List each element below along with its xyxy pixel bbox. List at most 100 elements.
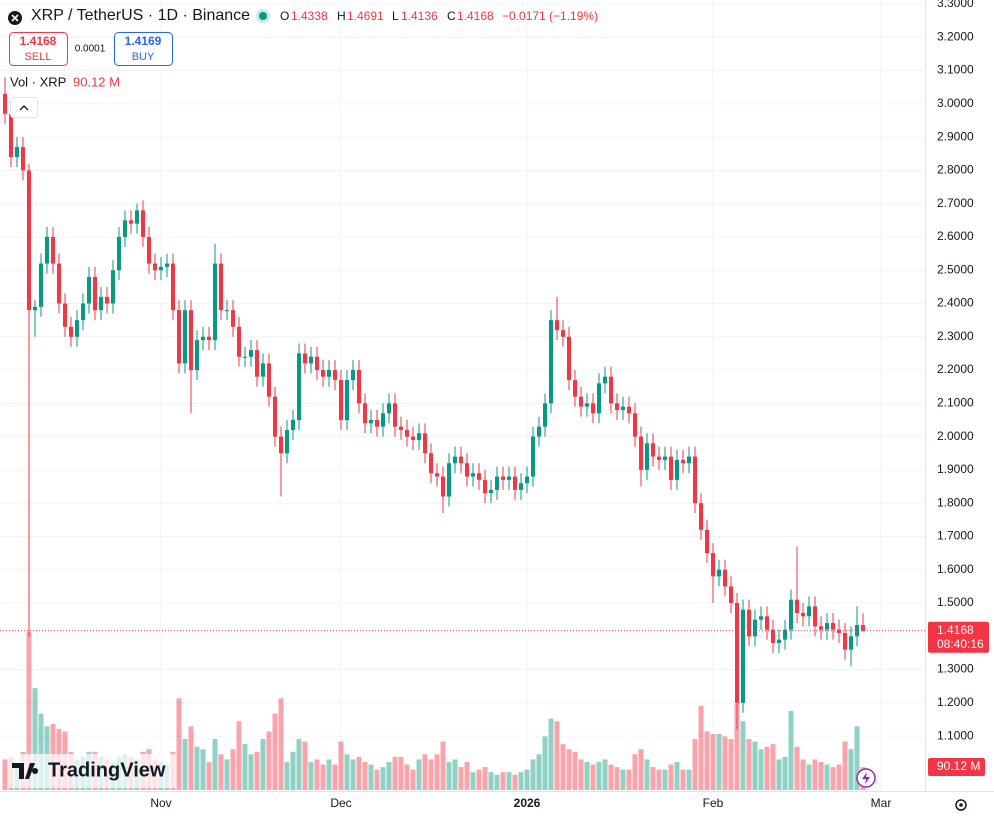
x-tick-label: 2026 [514,796,541,810]
candle-body [38,263,43,307]
candle-body [314,356,319,371]
y-tick-label: 1.5000 [937,595,974,609]
volume-bar [464,761,470,790]
candle-body [98,296,103,311]
volume-bar [524,769,530,790]
volume-bar [278,698,284,790]
candle-body [501,476,506,480]
change: −0.0171 (−1.19%) [502,9,598,23]
candle-body [398,426,403,430]
ohlc-label: C [447,9,456,23]
volume-bar [188,726,194,790]
volume-bar [704,731,710,790]
volume-bar [314,759,320,790]
volume-bar [548,718,554,790]
volume-bar [668,764,674,790]
candle-body [86,276,91,304]
volume-bar [218,754,224,790]
candle-body [320,370,325,377]
candle-body [555,320,560,331]
y-tick-label: 1.2000 [937,695,974,709]
candle-body [687,456,692,464]
candle-body [789,599,794,630]
volume-bar [302,741,308,790]
candle-body [344,380,349,420]
volume-bar [518,772,524,790]
volume-title: Vol · XRP [10,74,66,89]
candle-body [194,340,199,371]
candle-body [206,336,211,341]
volume-bar [830,767,836,790]
candle-body [705,529,710,554]
candle-body [813,606,818,627]
candle-body [116,236,121,271]
candle-body [254,350,259,377]
volume-bar [458,767,464,790]
volume-bar [482,767,488,790]
candle-body [2,93,7,114]
candle-body [825,622,830,630]
volume-bar [368,764,374,790]
volume-bar [326,759,332,790]
y-tick-label: 2.8000 [937,163,974,177]
volume-bar [656,769,662,790]
candle-body [242,356,247,358]
candle-body [477,473,482,480]
candle-body [693,456,698,504]
volume-bar [440,741,446,790]
candle-body [230,310,235,327]
volume-bar [698,705,704,790]
volume-bar [680,769,686,790]
candle-body [663,456,668,460]
volume-bar [182,739,188,790]
settings-button[interactable] [955,799,967,811]
candle-body [362,403,367,424]
candle-body [519,483,524,490]
sell-button[interactable] [9,32,68,66]
buy-button[interactable] [114,32,173,66]
candle-body [651,443,656,457]
candle-body [212,263,217,341]
candle-body [819,626,824,630]
candle-body [74,320,79,337]
candle-body [236,326,241,357]
candle-body [771,629,776,643]
candle-body [741,609,746,703]
volume-bar [200,749,206,790]
candle-body [50,236,55,264]
volume-bar [812,759,818,790]
candle-body [657,456,662,460]
volume-bar [692,739,698,790]
candle-body [699,503,704,530]
candle-body [537,426,542,437]
candle-body [14,147,19,158]
volume-bar [542,736,548,790]
volume-bar [206,761,212,790]
volume-bar [794,746,800,790]
volume-bar [2,759,8,790]
candle-body [777,639,782,643]
volume-bar [296,739,302,790]
y-tick-label: 2.1000 [937,396,974,410]
candle-body [567,336,572,381]
volume-bar [770,744,776,790]
candle-body [182,310,187,364]
candle-body [260,363,265,377]
price-badge-value: 1.4168 [937,623,974,637]
candle-body [428,453,433,474]
candle-body [308,356,313,364]
y-tick-label: 2.2000 [937,362,974,376]
candle-body [711,553,716,577]
collapse-button[interactable] [10,97,38,118]
y-tick-label: 2.9000 [937,129,974,143]
volume-bar [614,767,620,790]
candle-body [302,353,307,364]
candle-body [386,403,391,414]
candle-body [278,436,283,454]
volume-bar [38,713,44,790]
y-tick-label: 2.6000 [937,229,974,243]
candle-body [759,616,764,620]
candle-body [615,403,620,410]
candle-body [507,476,512,480]
